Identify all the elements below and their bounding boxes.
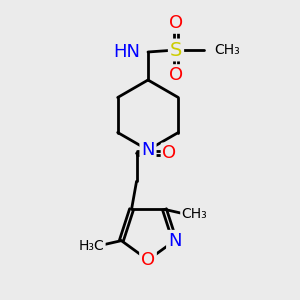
Text: O: O: [141, 251, 155, 269]
Text: O: O: [169, 66, 183, 84]
Text: H₃C: H₃C: [79, 239, 104, 253]
Text: N: N: [168, 232, 182, 250]
Text: N: N: [141, 141, 155, 159]
Text: CH₃: CH₃: [214, 43, 240, 57]
Text: O: O: [163, 144, 177, 162]
Text: CH₃: CH₃: [182, 207, 207, 221]
Text: O: O: [169, 14, 183, 32]
Text: HN: HN: [113, 43, 140, 61]
Text: S: S: [170, 40, 182, 59]
